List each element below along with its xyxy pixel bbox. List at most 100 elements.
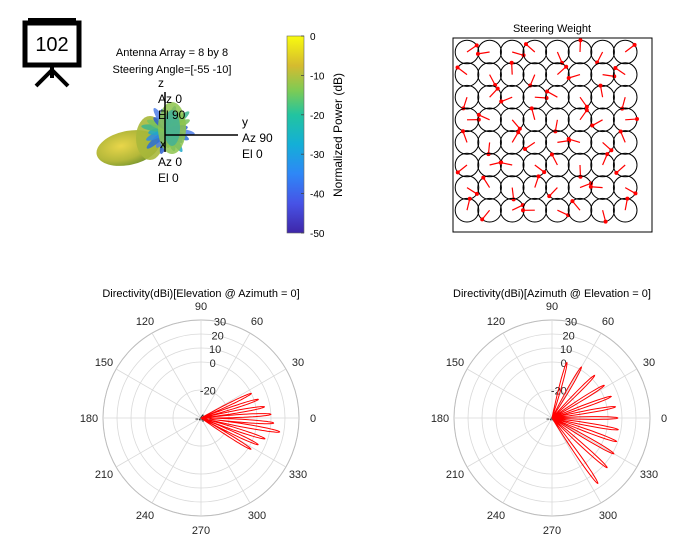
steering-element-circle — [522, 130, 548, 155]
polar-spoke — [551, 332, 602, 419]
polar-angle-label: 30 — [643, 357, 655, 369]
steering-element-circle — [545, 62, 570, 87]
polar-radial-label: 10 — [209, 344, 221, 356]
steering-element-circle — [612, 175, 638, 200]
steering-element-circle — [567, 107, 593, 133]
steering-element-circle — [612, 62, 638, 87]
steering-element-circle — [612, 84, 638, 110]
steering-phase-dot — [584, 104, 589, 109]
polar-plot-elevation: Directivity(dBi)[Elevation @ Azimuth = 0… — [80, 288, 316, 537]
polar-angle-label: 60 — [602, 316, 614, 328]
polar-spoke — [551, 417, 602, 504]
steering-phase-dot — [578, 38, 583, 43]
steering-element-circle — [567, 84, 593, 110]
colorbar-tick-label: 0 — [310, 32, 316, 43]
steering-element-circle — [545, 152, 570, 178]
steering-element-circle — [477, 84, 502, 110]
presentation-badge: 102 — [22, 18, 82, 93]
colorbar-ticks: 0 -10 -20 -30 -40 -50 — [301, 32, 325, 240]
steering-element-circle — [567, 62, 593, 87]
steering-element-circle — [522, 175, 548, 200]
colorbar-label: Normalized Power (dB) — [331, 73, 345, 197]
steering-element-circle — [499, 84, 525, 110]
steering-element-circle — [545, 175, 570, 200]
polar-angle-label: 30 — [292, 357, 304, 369]
steering-element-circle — [454, 130, 480, 155]
polar-spoke — [151, 417, 202, 504]
steering-phase-dot — [570, 199, 575, 204]
steering-phase-dot — [633, 191, 638, 196]
polar-angle-label: 180 — [431, 413, 449, 425]
polar-series-line — [200, 392, 281, 450]
steering-element-circle — [454, 197, 480, 223]
pattern-title-line1: Antenna Array = 8 by 8 — [116, 47, 228, 59]
polar-title: Directivity(dBi)[Elevation @ Azimuth = 0… — [102, 288, 299, 300]
colorbar-tick-label: -30 — [310, 150, 325, 161]
colorbar-tick-label: -20 — [310, 111, 325, 122]
polar-angle-label: 0 — [310, 413, 316, 425]
steering-phase-dot — [474, 43, 479, 48]
steering-phase-dot — [584, 108, 589, 113]
polar-radial-label: 20 — [211, 330, 223, 342]
steering-phase-dot — [603, 219, 608, 224]
steering-element-circle — [522, 107, 548, 133]
polar-angle-label: 210 — [446, 469, 464, 481]
steering-phase-dot — [566, 75, 571, 80]
steering-element-circle — [612, 152, 638, 178]
polar-angle-label: 150 — [446, 357, 464, 369]
steering-phase-dot — [545, 89, 550, 94]
x-axis-az: Az 0 — [158, 155, 182, 169]
x-axis-el: El 0 — [158, 171, 179, 185]
polar-radial-label: 30 — [565, 316, 577, 328]
polar-angle-label: 270 — [543, 525, 561, 537]
steering-phase-dot — [547, 194, 552, 199]
steering-element-circle — [612, 130, 638, 155]
steering-element-circle — [612, 197, 638, 223]
polar-series-line — [551, 361, 620, 485]
polar-angle-label: 180 — [80, 413, 98, 425]
steering-phase-dot — [455, 65, 460, 70]
badge-number: 102 — [35, 34, 68, 56]
z-axis-az: Az 0 — [158, 92, 182, 106]
steering-phase-dot — [536, 174, 541, 179]
steering-element-circle — [499, 130, 525, 155]
polar-spoke — [502, 332, 553, 419]
steering-element-circle — [477, 107, 502, 133]
polar-angle-label: 330 — [289, 469, 307, 481]
polar-spoke — [551, 417, 638, 468]
steering-phase-dot — [467, 196, 472, 201]
steering-element-circle — [522, 39, 548, 65]
steering-element-circle — [454, 152, 480, 178]
steering-phase-dot — [634, 117, 639, 122]
steering-phase-dot — [498, 160, 503, 165]
polar-angle-label: 240 — [487, 510, 505, 522]
steering-element-circle — [590, 197, 615, 223]
steering-phase-dot — [549, 152, 554, 157]
steering-element-circle — [612, 39, 638, 65]
steering-phase-dot — [614, 170, 619, 175]
polar-plot-azimuth: Directivity(dBi)[Azimuth @ Elevation = 0… — [431, 288, 667, 537]
polar-angle-label: 120 — [136, 316, 154, 328]
steering-element-circle — [590, 130, 615, 155]
steering-phase-dot — [455, 170, 460, 175]
steering-phase-dot — [474, 191, 479, 196]
polar-angle-label: 240 — [136, 510, 154, 522]
polar-angle-label: 120 — [487, 316, 505, 328]
steering-phase-dot — [481, 175, 486, 180]
polar-angle-label: 270 — [192, 525, 210, 537]
steering-element-circle — [567, 130, 593, 155]
steering-element-circle — [590, 107, 615, 133]
polar-radial-label: 10 — [560, 344, 572, 356]
polar-spoke — [151, 332, 202, 419]
polar-title: Directivity(dBi)[Azimuth @ Elevation = 0… — [453, 288, 651, 300]
steering-phase-dot — [542, 170, 547, 175]
pattern-3d-surface — [96, 102, 195, 166]
colorbar-tick-label: -10 — [310, 71, 325, 82]
colorbar-tick-label: -50 — [310, 229, 325, 240]
steering-phase-dot — [588, 184, 593, 189]
steering-element-circle — [590, 39, 615, 65]
steering-phase-dot — [476, 112, 481, 117]
steering-element-circle — [499, 107, 525, 133]
y-axis-el: El 0 — [242, 147, 263, 161]
steering-phase-dot — [632, 42, 637, 47]
